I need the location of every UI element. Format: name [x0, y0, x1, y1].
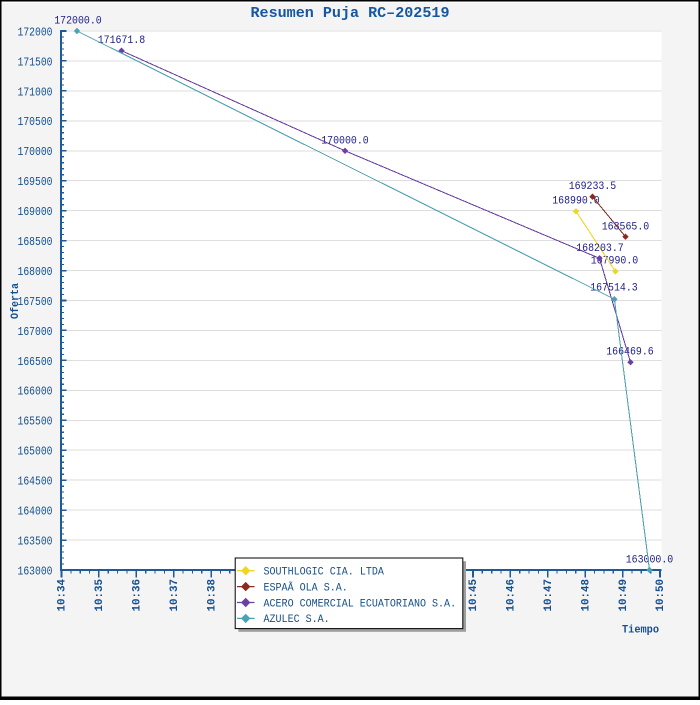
svg-text:166500: 166500 — [18, 355, 53, 369]
svg-text:ACERO COMERCIAL ECUATORIANO S.: ACERO COMERCIAL ECUATORIANO S.A. — [264, 598, 457, 610]
svg-text:165000: 165000 — [18, 445, 53, 459]
svg-text:10:36: 10:36 — [132, 579, 144, 612]
svg-text:10:47: 10:47 — [543, 579, 555, 612]
svg-text:10:49: 10:49 — [618, 579, 630, 612]
svg-text:10:45: 10:45 — [468, 579, 480, 612]
svg-text:170000.0: 170000.0 — [321, 136, 369, 148]
svg-text:10:38: 10:38 — [206, 579, 218, 612]
svg-text:Oferta: Oferta — [10, 283, 22, 319]
svg-text:169500: 169500 — [18, 175, 53, 189]
svg-text:171500: 171500 — [18, 55, 53, 69]
svg-text:172000: 172000 — [18, 25, 53, 39]
svg-text:168000: 168000 — [18, 265, 53, 279]
svg-text:AZULEC S.A.: AZULEC S.A. — [264, 614, 330, 626]
svg-text:169000: 169000 — [18, 205, 53, 219]
svg-text:166000: 166000 — [18, 385, 53, 399]
svg-text:163000.0: 163000.0 — [626, 555, 674, 567]
svg-text:Tiempo: Tiempo — [622, 625, 659, 637]
svg-text:10:48: 10:48 — [580, 579, 592, 612]
svg-text:171000: 171000 — [18, 85, 53, 99]
svg-text:164000: 164000 — [18, 505, 53, 519]
svg-text:170000: 170000 — [18, 145, 53, 159]
svg-text:168500: 168500 — [18, 235, 53, 249]
svg-text:163000: 163000 — [18, 564, 53, 578]
svg-text:167500: 167500 — [18, 295, 53, 309]
svg-text:ESPAÃ OLA S.A.: ESPAÃ OLA S.A. — [264, 581, 348, 594]
svg-text:SOUTHLOGIC CIA. LTDA: SOUTHLOGIC CIA. LTDA — [264, 567, 385, 579]
svg-text:10:37: 10:37 — [169, 579, 181, 612]
svg-text:Resumen Puja RC–202519: Resumen Puja RC–202519 — [251, 5, 450, 22]
svg-text:166469.6: 166469.6 — [606, 347, 654, 359]
svg-text:172000.0: 172000.0 — [54, 16, 102, 28]
svg-text:165500: 165500 — [18, 415, 53, 429]
svg-text:167514.3: 167514.3 — [590, 283, 638, 295]
svg-text:164500: 164500 — [18, 475, 53, 489]
svg-text:163500: 163500 — [18, 534, 53, 548]
svg-text:10:34: 10:34 — [57, 579, 69, 612]
svg-text:10:35: 10:35 — [94, 579, 106, 612]
svg-text:167000: 167000 — [18, 325, 53, 339]
svg-text:169233.5: 169233.5 — [569, 181, 617, 193]
svg-text:10:46: 10:46 — [506, 579, 518, 612]
svg-text:10:50: 10:50 — [655, 579, 667, 612]
svg-text:168203.7: 168203.7 — [576, 243, 624, 255]
svg-text:168565.0: 168565.0 — [602, 221, 650, 233]
svg-text:170500: 170500 — [18, 115, 53, 129]
